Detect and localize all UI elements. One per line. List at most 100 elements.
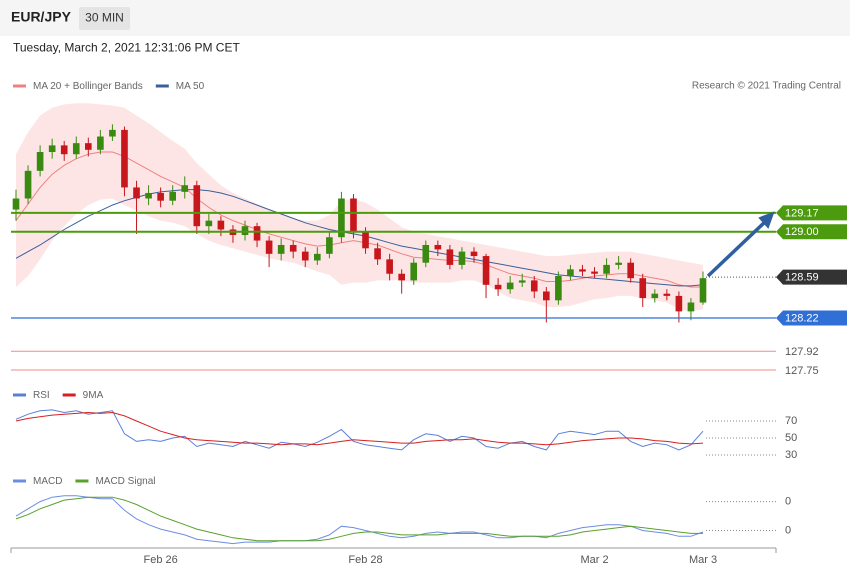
- candle-body: [157, 192, 164, 201]
- candle-body: [434, 244, 442, 250]
- indicator-line: [15, 496, 703, 542]
- candle-body: [615, 262, 622, 265]
- candle-body: [446, 249, 454, 265]
- candle-body: [72, 143, 80, 155]
- candle-body: [362, 231, 369, 249]
- candle-body: [181, 185, 189, 192]
- level-tag: [776, 269, 847, 285]
- candle-body: [36, 152, 44, 171]
- ma-line: [15, 151, 703, 288]
- candle-body: [289, 244, 297, 252]
- candle-body: [494, 284, 502, 290]
- level-label: 128.59: [785, 271, 819, 283]
- candle-body: [121, 129, 128, 188]
- candle-body: [314, 253, 321, 261]
- candle-body: [651, 293, 659, 299]
- candle-body: [675, 295, 683, 312]
- candle-body: [48, 145, 56, 153]
- candle-body: [410, 262, 418, 281]
- forecast-arrowhead: [758, 211, 775, 229]
- candle-body: [169, 191, 176, 201]
- legend-swatch: [155, 84, 169, 88]
- candle-body: [422, 244, 430, 263]
- candle-body: [277, 244, 285, 254]
- legend-swatch: [13, 84, 26, 88]
- candle-body: [133, 187, 140, 199]
- candle-body: [217, 220, 225, 230]
- candle-body: [567, 269, 574, 276]
- candle-body: [603, 264, 610, 274]
- level-label: 129.00: [785, 226, 819, 238]
- indicator-line: [15, 495, 704, 545]
- ma-line: [15, 189, 704, 287]
- legend-label: 9MA: [83, 390, 104, 401]
- candle-body: [555, 275, 562, 301]
- x-tick-label: Mar 3: [689, 554, 717, 566]
- candle-body: [193, 185, 201, 227]
- candle-body: [350, 198, 357, 232]
- candle-body: [265, 240, 273, 254]
- x-tick-label: Feb 26: [144, 554, 178, 566]
- timeframe-box: [79, 7, 130, 30]
- candle-body: [591, 271, 598, 274]
- y-tick-label: 30: [785, 449, 797, 461]
- y-tick-label: 0: [785, 495, 791, 507]
- forecast-arrow: [706, 219, 768, 278]
- candle-body: [97, 136, 104, 150]
- candle-body: [386, 259, 393, 274]
- level-tag: [776, 310, 847, 326]
- candle-body: [85, 143, 92, 150]
- candle-body: [326, 237, 333, 254]
- level-label: 127.75: [785, 365, 819, 377]
- candle-body: [374, 248, 381, 260]
- candle-body: [639, 278, 647, 299]
- candle-body: [530, 280, 538, 292]
- candle-body: [60, 145, 68, 155]
- candle-body: [109, 129, 116, 137]
- legend-label: MACD Signal: [95, 476, 155, 487]
- legend-label: MA 20 + Bollinger Bands: [33, 81, 143, 92]
- candle-body: [301, 251, 309, 261]
- candle-body: [338, 198, 345, 238]
- candle-body: [482, 256, 490, 285]
- header-bar: [0, 0, 850, 36]
- candle-body: [205, 220, 213, 227]
- candle-body: [518, 280, 526, 283]
- y-tick-label: 50: [785, 432, 797, 444]
- candle-body: [543, 291, 550, 301]
- legend-swatch: [13, 393, 26, 397]
- legend-swatch: [13, 479, 26, 483]
- level-tag: [776, 205, 847, 221]
- candle-body: [579, 269, 586, 272]
- candle-body: [241, 226, 249, 236]
- candle-body: [12, 198, 20, 210]
- candle-body: [253, 226, 261, 241]
- y-tick-label: 70: [785, 415, 797, 427]
- y-tick-label: 0: [785, 524, 791, 536]
- level-tag: [776, 224, 847, 240]
- legend-swatch: [75, 479, 89, 483]
- candle-body: [687, 302, 695, 312]
- legend-label: MA 50: [176, 81, 205, 92]
- legend-swatch: [62, 393, 76, 397]
- candle-body: [470, 251, 478, 257]
- indicator-line: [15, 409, 704, 451]
- bollinger-band: [16, 103, 703, 312]
- timeframe: 30 MIN: [85, 11, 124, 25]
- candle-body: [627, 262, 634, 279]
- indicator-line: [15, 411, 704, 446]
- credit: Research © 2021 Trading Central: [692, 81, 841, 92]
- level-label: 129.17: [785, 207, 819, 219]
- level-label: 127.92: [785, 346, 819, 358]
- candle-body: [663, 293, 671, 296]
- legend-label: MACD: [33, 476, 62, 487]
- candle-body: [398, 273, 405, 281]
- level-label: 128.22: [785, 312, 819, 324]
- candle-body: [506, 282, 514, 290]
- candle-body: [458, 251, 466, 265]
- candle-body: [24, 170, 32, 199]
- x-tick-label: Mar 2: [580, 554, 608, 566]
- symbol: EUR/JPY: [11, 9, 72, 25]
